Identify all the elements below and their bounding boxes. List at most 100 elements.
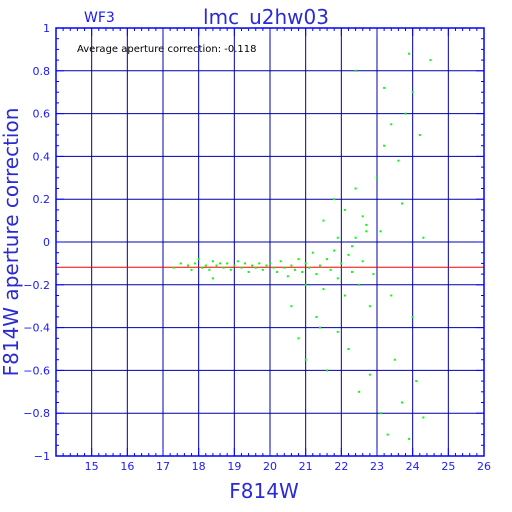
scatter-point <box>290 305 293 308</box>
scatter-point <box>365 230 368 233</box>
scatter-point <box>340 262 343 265</box>
scatter-point <box>390 294 393 297</box>
scatter-point <box>293 268 296 271</box>
scatter-point <box>326 258 329 261</box>
scatter-point <box>265 264 268 267</box>
scatter-point <box>315 315 318 318</box>
scatter-point <box>429 59 432 62</box>
tick-marks <box>55 27 485 457</box>
scatter-point <box>365 223 368 226</box>
data-points <box>172 52 432 440</box>
scatter-point <box>172 266 175 269</box>
scatter-point <box>390 123 393 126</box>
y-tick-label: −0.6 <box>23 364 50 377</box>
scatter-point <box>329 268 332 271</box>
scatter-point <box>258 262 261 265</box>
scatter-point <box>261 268 264 271</box>
scatter-point <box>358 283 361 286</box>
grid-lines <box>56 28 484 456</box>
scatter-point <box>219 262 222 265</box>
scatter-point <box>322 219 325 222</box>
scatter-point <box>276 270 279 273</box>
scatter-point <box>236 260 239 263</box>
scatter-point <box>333 198 336 201</box>
scatter-point <box>411 315 414 318</box>
scatter-point <box>304 358 307 361</box>
y-tick-label: 1 <box>43 22 50 35</box>
scatter-point <box>197 258 200 261</box>
scatter-point <box>269 262 271 265</box>
scatter-point <box>279 260 282 263</box>
scatter-point <box>318 264 321 267</box>
scatter-point <box>179 262 182 265</box>
scatter-point <box>315 273 318 276</box>
x-tick-label: 16 <box>120 460 134 473</box>
scatter-point <box>372 273 375 276</box>
y-tick-label: −0.8 <box>23 407 50 420</box>
y-tick-label: 0.2 <box>33 193 51 206</box>
scatter-point <box>304 262 307 265</box>
scatter-point <box>326 369 329 372</box>
x-tick-label: 26 <box>477 460 491 473</box>
scatter-point <box>201 266 204 269</box>
scatter-point <box>418 134 421 136</box>
scatter-point <box>361 215 364 218</box>
scatter-point <box>211 260 214 263</box>
scatter-point <box>211 277 214 280</box>
y-tick-label: 0 <box>43 236 50 249</box>
x-tick-label: 22 <box>334 460 348 473</box>
x-tick-label: 17 <box>156 460 170 473</box>
scatter-point <box>301 270 304 273</box>
scatter-point <box>222 266 225 269</box>
scatter-point <box>318 326 321 329</box>
x-tick-label: 25 <box>441 460 455 473</box>
scatter-point <box>251 264 254 267</box>
average-annotation: Average aperture correction: -0.118 <box>77 44 257 55</box>
scatter-point <box>208 268 211 271</box>
scatter-point <box>336 277 339 280</box>
scatter-point <box>308 266 311 269</box>
scatter-point <box>240 266 243 269</box>
scatter-point <box>397 159 400 162</box>
x-tick-label: 15 <box>85 460 99 473</box>
scatter-point <box>400 401 403 404</box>
y-axis-title: F814W aperture correction <box>0 108 23 377</box>
scatter-point <box>368 305 371 308</box>
scatter-point <box>226 262 229 265</box>
scatter-point <box>379 230 382 233</box>
scatter-point <box>347 348 350 350</box>
scatter-point <box>415 380 418 383</box>
scatter-point <box>376 176 378 179</box>
x-tick-label: 20 <box>263 460 277 473</box>
scatter-point <box>322 288 325 291</box>
x-tick-label: 23 <box>370 460 384 473</box>
x-tick-label: 21 <box>299 460 313 473</box>
scatter-point <box>297 258 300 261</box>
scatter-point <box>343 294 346 297</box>
y-tick-labels: −1 −0.8 −0.6 −0.4 −0.2 0 0.2 0.4 0.6 0.8 1 <box>23 22 50 463</box>
scatter-point <box>368 373 371 376</box>
y-tick-label: 0.6 <box>33 108 51 121</box>
scatter-point <box>361 260 364 263</box>
scatter-point <box>408 437 411 440</box>
scatter-point <box>343 208 346 211</box>
scatter-point <box>297 337 300 340</box>
scatter-point <box>351 270 354 273</box>
scatter-point <box>404 112 407 115</box>
scatter-point <box>311 251 314 254</box>
scatter-point <box>194 262 197 265</box>
x-tick-label: 24 <box>406 460 420 473</box>
scatter-point <box>383 86 386 89</box>
chip-label: WF3 <box>84 10 115 26</box>
scatter-point <box>204 264 207 267</box>
y-tick-label: −0.4 <box>23 322 50 335</box>
scatter-point <box>393 358 396 361</box>
scatter-point <box>244 262 247 265</box>
scatter-point <box>336 330 339 333</box>
scatter-point <box>247 270 250 273</box>
scatter-point <box>190 268 193 271</box>
scatter-point <box>408 52 411 55</box>
scatter-point <box>422 236 425 239</box>
scatter-point <box>411 91 414 94</box>
scatter-point <box>286 275 289 278</box>
